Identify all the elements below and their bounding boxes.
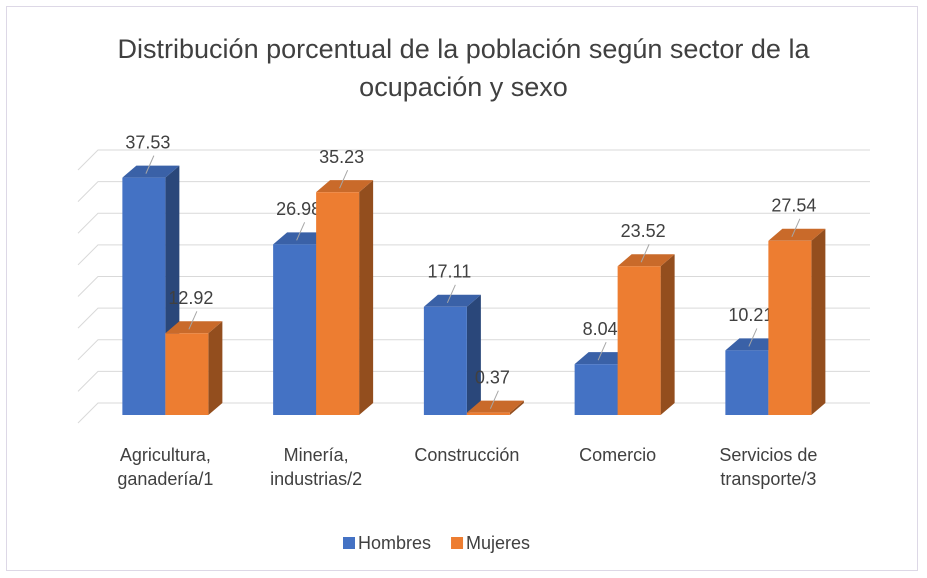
bar-top [316, 180, 374, 193]
leader-line [296, 222, 306, 241]
bar-top [466, 400, 524, 413]
bar-top [273, 232, 331, 245]
bar-top [725, 338, 783, 351]
bar-side [466, 294, 481, 415]
legend-swatch [343, 537, 355, 549]
data-label: 0.37 [475, 367, 510, 387]
leader-line [188, 311, 198, 330]
bar-front [466, 412, 510, 415]
x-tick-label: Servicios de transporte/3 [719, 445, 818, 489]
data-label: 35.23 [319, 147, 364, 167]
grid-line [77, 276, 870, 297]
leader-line [791, 218, 801, 238]
bar [617, 254, 675, 415]
x-tick-label: Agricultura, ganadería/1 [117, 445, 214, 489]
leader-line [640, 244, 650, 263]
bar-side [660, 254, 675, 415]
leader-line [446, 284, 456, 303]
leader-line [339, 169, 349, 189]
data-label: 26.98 [276, 199, 321, 219]
grid-line [77, 339, 870, 361]
data-label: 8.04 [583, 319, 618, 339]
bar-front [423, 306, 467, 415]
bar-front [617, 266, 661, 415]
data-label: 17.11 [428, 262, 472, 282]
bar-front [165, 333, 209, 415]
bar [423, 294, 481, 415]
bar-side [811, 228, 826, 415]
grid-line [77, 181, 870, 202]
bar-front [725, 350, 769, 415]
chart-title: Distribución porcentual de la población … [117, 34, 810, 102]
bar-top [423, 294, 481, 307]
legend-swatch [451, 537, 464, 549]
bar-top [574, 352, 632, 365]
grid-line [77, 149, 870, 171]
bar-side [509, 400, 524, 415]
data-label: 23.52 [621, 221, 666, 241]
bar-top [122, 165, 180, 178]
bar-side [359, 180, 374, 415]
grid-line [77, 212, 870, 234]
bar [165, 321, 223, 415]
grid-line [77, 244, 870, 266]
x-tick-label: Construcción [414, 445, 520, 465]
x-tick-label: Minería, industrias/2 [270, 445, 363, 489]
bar-top [165, 321, 223, 334]
bar [768, 228, 826, 415]
leader-line [597, 341, 607, 361]
data-label: 27.54 [771, 196, 816, 216]
bar-front [316, 192, 360, 415]
bar-top [617, 254, 675, 267]
leader-line [748, 328, 758, 347]
data-label: 12.92 [168, 288, 213, 308]
bar-front [574, 364, 618, 415]
bar [466, 400, 524, 415]
data-label: 10.21 [728, 305, 773, 325]
grid-line [77, 307, 870, 329]
leader-line [145, 155, 155, 174]
legend-label: Mujeres [466, 533, 530, 553]
data-label: 37.53 [125, 132, 170, 152]
bar-top [768, 228, 826, 241]
bar-front [768, 240, 812, 415]
bar-front [273, 244, 317, 415]
bar-side [208, 321, 223, 415]
legend-label: Hombres [358, 533, 431, 553]
leader-line [489, 390, 499, 409]
bar-front [122, 177, 166, 415]
x-tick-label: Comercio [579, 445, 657, 465]
chart-frame [6, 6, 918, 571]
bar [316, 180, 374, 415]
